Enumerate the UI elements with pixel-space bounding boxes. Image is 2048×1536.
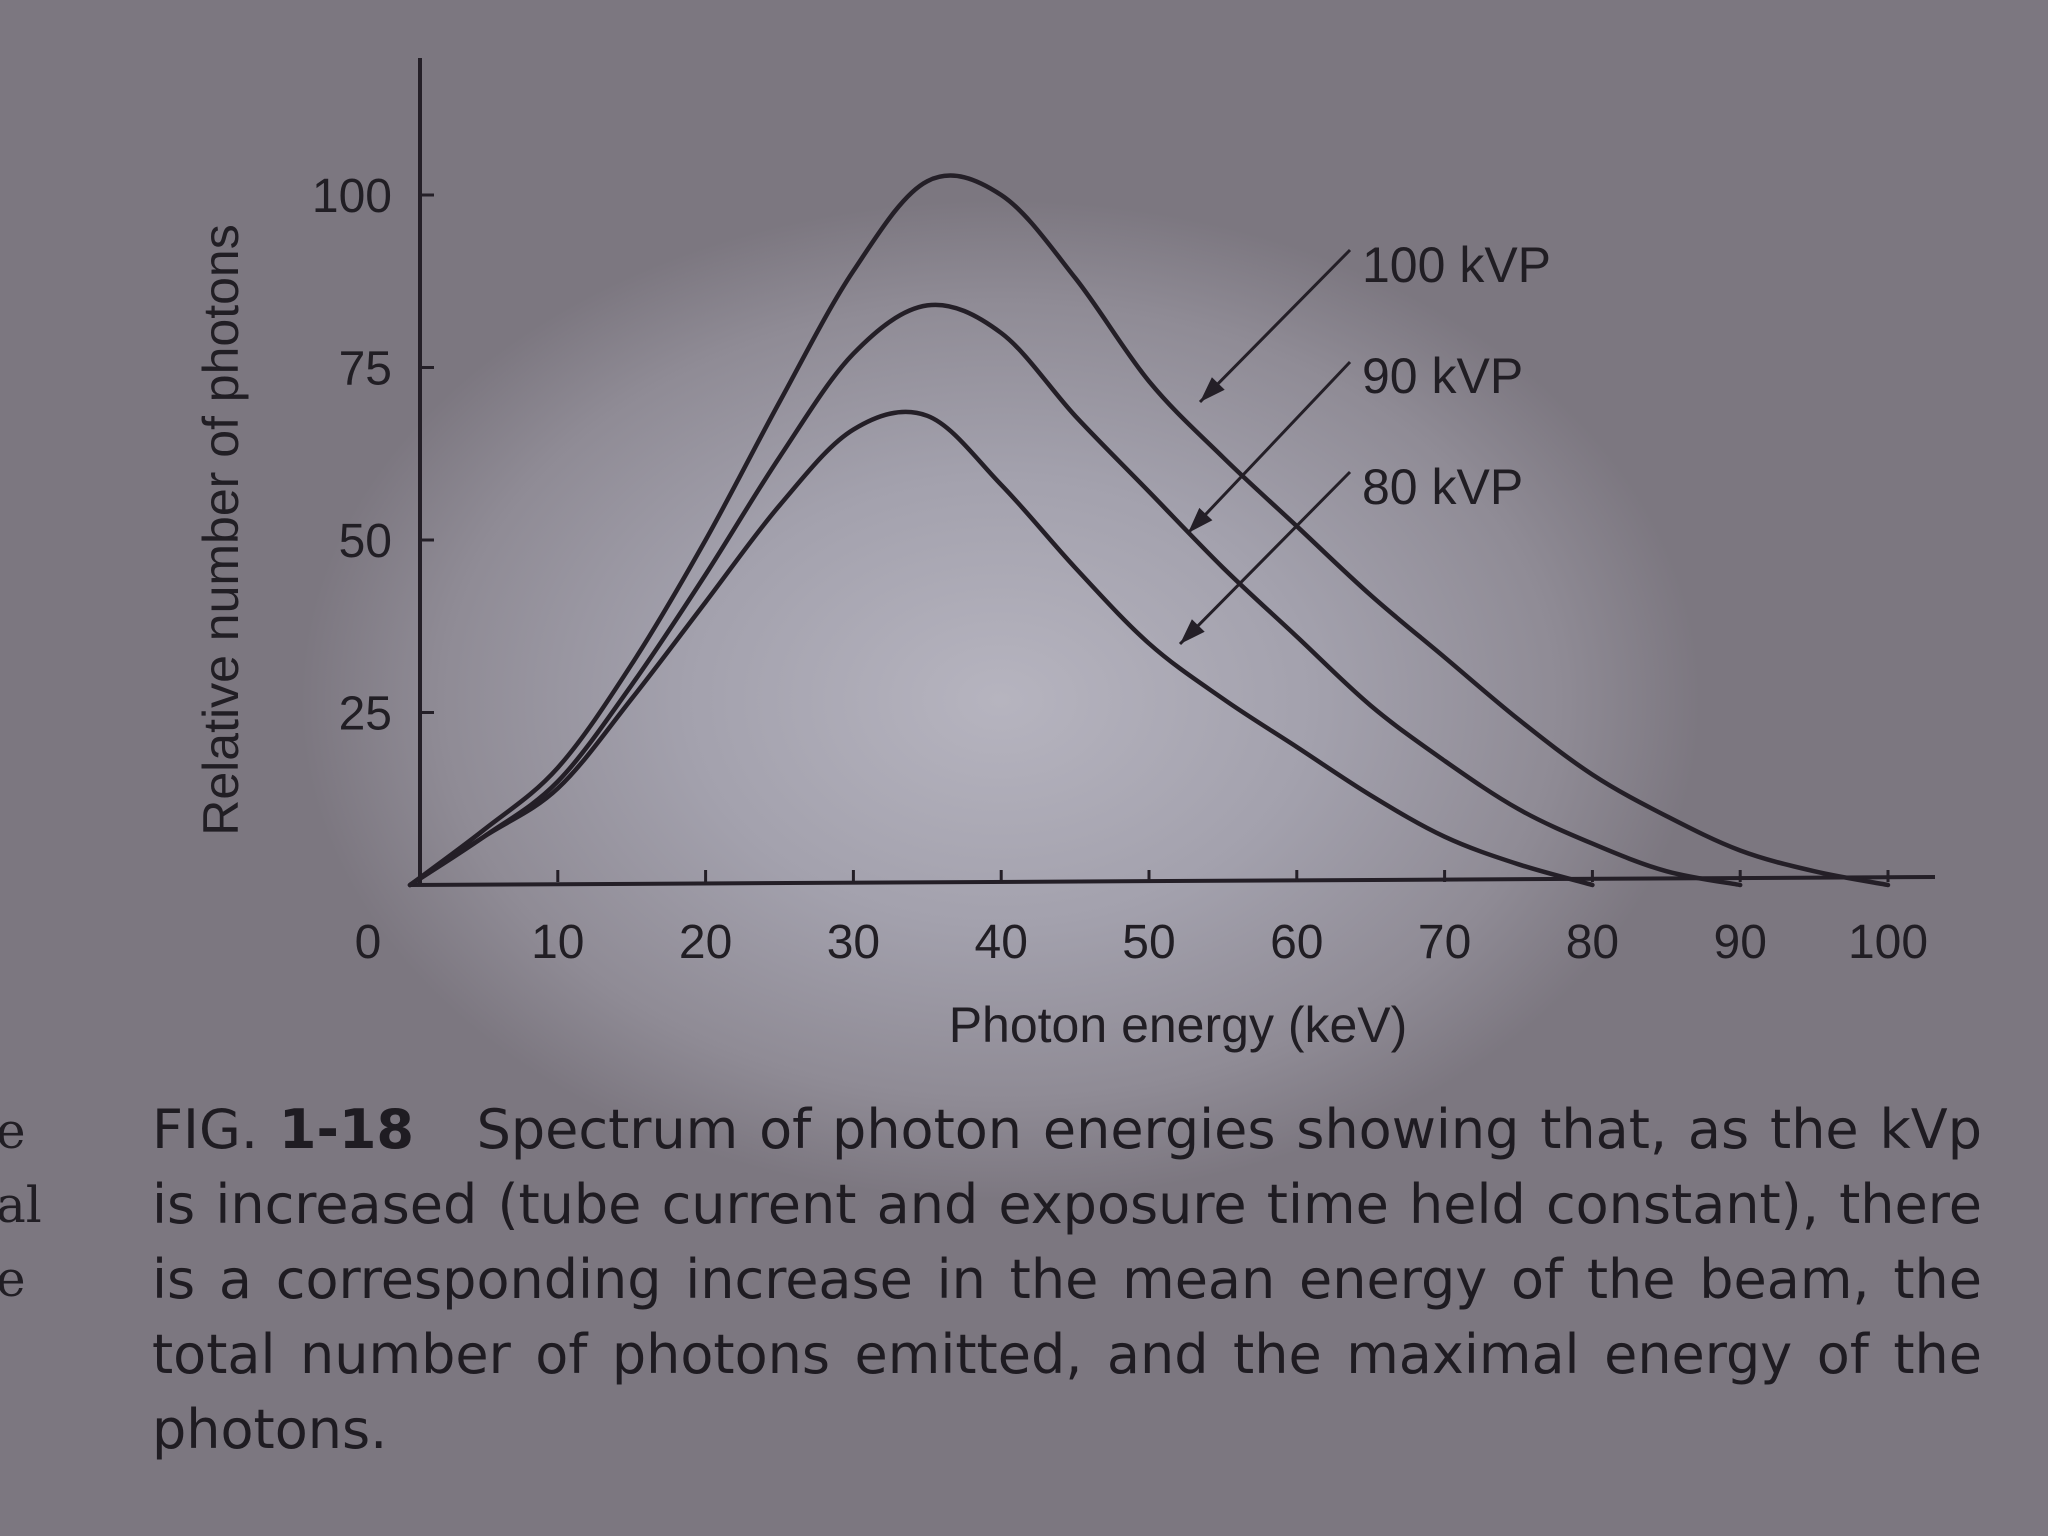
series-arrow-line bbox=[1186, 360, 1352, 535]
chart-ticks: 0 10 20 30 40 50 60 70 80 90 100 25 50 75 100 bbox=[312, 170, 1928, 969]
series-label: 80 kVP bbox=[1362, 459, 1523, 515]
x-tick-label: 20 bbox=[679, 916, 732, 969]
x-axis-title: Photon energy (keV) bbox=[949, 997, 1408, 1053]
chart-axes bbox=[409, 58, 1936, 887]
margin-fragment: e bbox=[0, 1250, 26, 1308]
series-arrow-line bbox=[1198, 248, 1352, 404]
series-label: 90 kVP bbox=[1362, 348, 1523, 404]
chart-series-labels: 100 kVP 90 kVP 80 kVP bbox=[1178, 237, 1551, 646]
series-line bbox=[407, 302, 1743, 888]
x-tick-label: 60 bbox=[1270, 916, 1323, 969]
x-tick-label: 100 bbox=[1848, 916, 1928, 969]
x-tick-label: 80 bbox=[1566, 916, 1619, 969]
series-line bbox=[407, 409, 1595, 888]
x-tick-label: 30 bbox=[827, 916, 880, 969]
caption-text: Spectrum of photon energies showing that… bbox=[152, 1098, 1982, 1461]
x-tick-label: 0 bbox=[355, 916, 382, 969]
series-line bbox=[407, 173, 1891, 888]
y-tick-label: 75 bbox=[339, 343, 392, 396]
chart-series bbox=[407, 173, 1891, 888]
y-tick-label: 50 bbox=[339, 515, 392, 568]
caption-fig-number: 1-18 bbox=[278, 1098, 415, 1161]
series-label: 100 kVP bbox=[1362, 237, 1551, 293]
x-tick-label: 40 bbox=[975, 916, 1028, 969]
x-tick-label: 50 bbox=[1122, 916, 1175, 969]
x-tick-label: 90 bbox=[1714, 916, 1767, 969]
series-arrow-head bbox=[1180, 619, 1205, 644]
series-arrow-line bbox=[1178, 470, 1352, 646]
y-tick-label: 25 bbox=[339, 688, 392, 741]
x-tick-label: 10 bbox=[531, 916, 584, 969]
x-axis-line bbox=[409, 875, 1936, 887]
margin-fragment: al bbox=[0, 1176, 42, 1234]
margin-fragment: e bbox=[0, 1102, 26, 1160]
series-arrow-head bbox=[1200, 377, 1225, 402]
caption-fig-prefix: FIG. bbox=[152, 1098, 258, 1161]
x-tick-label: 70 bbox=[1418, 916, 1471, 969]
figure-caption: FIG. 1-18 Spectrum of photon energies sh… bbox=[152, 1092, 1982, 1467]
y-axis-title: Relative number of photons bbox=[193, 224, 249, 835]
y-tick-label: 100 bbox=[312, 170, 392, 223]
series-arrow-head bbox=[1188, 507, 1213, 533]
